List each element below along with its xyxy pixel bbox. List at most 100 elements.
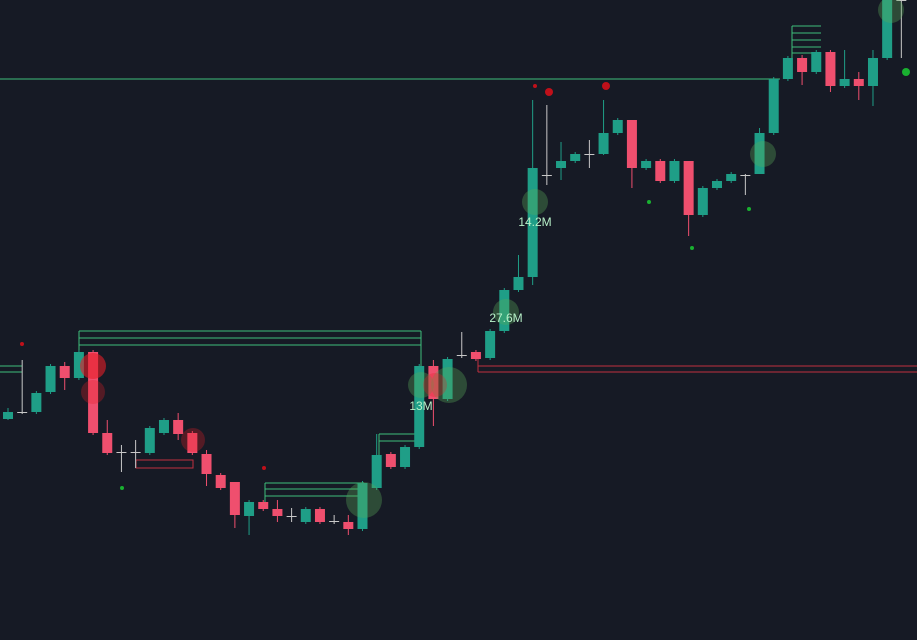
dot — [545, 88, 553, 96]
candle-body — [598, 133, 609, 154]
candle-body — [641, 161, 652, 168]
candle-body — [612, 120, 623, 133]
candle-body — [825, 52, 836, 86]
candle-body — [499, 290, 510, 331]
candle-body — [797, 58, 808, 72]
candle-body — [626, 120, 637, 168]
candle-body — [570, 154, 581, 161]
candle-body — [286, 516, 297, 517]
marker — [80, 353, 106, 379]
candle-body — [485, 331, 496, 358]
marker — [750, 141, 776, 167]
candle-body — [400, 447, 411, 467]
zone — [477, 359, 917, 373]
candle-body — [3, 412, 13, 419]
candle-body — [782, 58, 793, 79]
candle-body — [31, 393, 42, 412]
candle-body — [470, 352, 481, 359]
dot — [20, 342, 24, 346]
marker — [181, 428, 205, 452]
levels — [0, 25, 917, 502]
candle-body — [357, 483, 368, 529]
candle-body — [556, 161, 567, 168]
candle-body — [258, 502, 269, 509]
dot — [647, 200, 651, 204]
candle-body — [371, 455, 382, 488]
candle-body — [839, 79, 850, 86]
candle-body — [272, 509, 283, 516]
candle-body — [45, 366, 56, 392]
candle-body — [201, 454, 212, 474]
dot — [120, 486, 124, 490]
candle-body — [144, 428, 155, 453]
candle-body — [187, 433, 198, 453]
zone — [791, 25, 821, 58]
candle-body — [116, 452, 127, 453]
candle-body — [17, 412, 28, 413]
candle-body — [343, 522, 354, 529]
candle-body — [59, 366, 70, 378]
marker — [522, 189, 548, 215]
candle-body — [853, 79, 864, 86]
zone — [264, 482, 364, 502]
candle-body — [158, 420, 169, 433]
candle-body — [88, 352, 99, 433]
candle-body — [726, 174, 737, 181]
candle-body — [740, 175, 751, 176]
candle-body — [314, 509, 325, 522]
markers — [20, 0, 910, 518]
candle-body — [541, 175, 552, 176]
candle-body — [584, 154, 595, 155]
candle-body — [811, 52, 822, 72]
volume-label: 27.6M — [489, 311, 522, 325]
candle-body — [442, 359, 453, 399]
dot — [262, 466, 266, 470]
candle-body — [683, 161, 694, 215]
candle-body — [329, 521, 340, 522]
marker — [346, 482, 382, 518]
marker — [431, 367, 467, 403]
candle-body — [712, 181, 722, 188]
marker — [81, 380, 105, 404]
dot — [747, 207, 751, 211]
dot — [602, 82, 610, 90]
volume-label: 14.2M — [518, 215, 551, 229]
candle-body — [669, 161, 680, 181]
candle-body — [414, 366, 425, 447]
candle-body — [867, 58, 878, 86]
candle-body — [882, 0, 893, 58]
candle-body — [456, 355, 467, 356]
candle-body — [73, 352, 84, 378]
candle-body — [215, 475, 226, 488]
candle-body — [768, 79, 779, 133]
dot — [533, 84, 537, 88]
marker — [878, 0, 904, 23]
marker — [493, 299, 519, 325]
zone — [78, 330, 422, 366]
candle-body — [697, 188, 708, 215]
volume-label: 13M — [409, 399, 432, 413]
zone — [378, 433, 421, 455]
dot — [690, 246, 694, 250]
candle-body — [102, 433, 113, 453]
candle-body — [428, 366, 439, 399]
candles — [3, 0, 907, 535]
candle-body — [527, 168, 538, 277]
candle-body — [244, 502, 255, 516]
candle-body — [513, 277, 524, 290]
candle-body — [229, 482, 240, 515]
candle-body — [385, 454, 396, 467]
zone — [0, 365, 22, 373]
marker — [408, 372, 434, 398]
candle-body — [655, 161, 666, 181]
marker — [423, 373, 447, 397]
candle-body — [300, 509, 311, 522]
candle-body — [896, 0, 907, 1]
candle-body — [130, 452, 141, 453]
candle-body — [754, 133, 765, 174]
candle-body — [173, 420, 184, 434]
dot — [902, 68, 910, 76]
